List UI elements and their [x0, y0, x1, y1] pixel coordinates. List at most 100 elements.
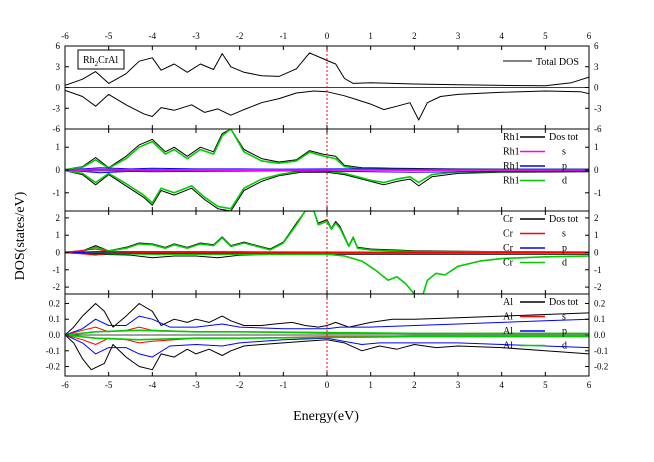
- series-line-d: [65, 129, 589, 171]
- y-tick-label-right: 0: [594, 248, 599, 258]
- x-tick-label-bottom: -4: [149, 380, 157, 390]
- legend-label: Total DOS: [536, 57, 579, 68]
- x-tick-label-top: -5: [105, 31, 113, 41]
- y-tick-label-left: 3: [56, 62, 61, 72]
- x-tick-label-bottom: 0: [325, 380, 330, 390]
- y-tick-label-right: -6: [594, 124, 602, 134]
- x-tick-label-bottom: -6: [61, 380, 69, 390]
- y-tick-label-right: -1: [594, 188, 602, 198]
- legend-label: p: [562, 243, 567, 254]
- y-tick-label-right: 1: [594, 142, 599, 152]
- y-axis-title: DOS(states/eV): [13, 191, 28, 280]
- legend-prefix: Rh1: [503, 176, 520, 187]
- x-tick-label-top: -6: [61, 31, 69, 41]
- series-line-p: [65, 315, 589, 336]
- series-line-p-down-: [65, 169, 589, 174]
- y-tick-label-right: 0.2: [594, 298, 605, 308]
- material-label-box: [77, 49, 125, 70]
- series-group: [65, 129, 589, 211]
- x-tick-label-bottom: -1: [280, 380, 288, 390]
- legend-label: d: [562, 258, 567, 269]
- legend-label: s: [562, 312, 566, 323]
- y-tick-label-left: 0: [56, 248, 61, 258]
- y-tick-label-left: -2: [53, 282, 61, 292]
- y-tick-label-left: 6: [56, 41, 61, 51]
- legend-label: Dos tot: [549, 132, 578, 143]
- y-tick-label-left: 1: [56, 142, 61, 152]
- y-tick-label-right: 0: [594, 83, 599, 93]
- x-tick-label-top: 1: [368, 31, 373, 41]
- legend-prefix: Al: [503, 326, 513, 337]
- x-tick-label-bottom: 6: [587, 380, 592, 390]
- x-tick-label-bottom: 1: [368, 380, 373, 390]
- y-tick-label-right: 3: [594, 62, 599, 72]
- series-line-dos-tot-down-: [65, 252, 589, 259]
- series-group: [65, 303, 589, 371]
- x-tick-label-bottom: -5: [105, 380, 113, 390]
- legend-label: p: [562, 161, 567, 172]
- series-group: [65, 52, 589, 121]
- series-line-s-down-: [65, 169, 589, 172]
- legend-prefix: Cr: [503, 258, 514, 269]
- panel-Cr: 2 2 1 1 0 0 -1 -1 -2 -2 Cr Dos tot Cr s Cr p Cr d: [53, 210, 602, 295]
- legend-label: Dos tot: [549, 214, 578, 225]
- x-tick-label-bottom: 5: [543, 380, 548, 390]
- y-tick-label-left: 0.1: [49, 314, 60, 324]
- legend-prefix: Al: [503, 297, 513, 308]
- series-line-total-dos-down-: [65, 89, 589, 121]
- y-tick-label-right: -2: [594, 282, 602, 292]
- x-tick-label-top: 0: [325, 31, 330, 41]
- x-tick-label-top: 2: [412, 31, 417, 41]
- x-tick-label-top: 5: [543, 31, 548, 41]
- legend-label: d: [562, 176, 567, 187]
- legend-prefix: Cr: [503, 214, 514, 225]
- series-line-d-down-: [65, 169, 589, 210]
- y-tick-label-right: 0.1: [594, 314, 605, 324]
- y-tick-label-right: 0: [594, 165, 599, 175]
- legend-prefix: Al: [503, 341, 513, 352]
- y-tick-label-left: 0: [56, 83, 61, 93]
- y-tick-label-left: 2: [56, 213, 61, 223]
- y-tick-label-right: -0.1: [594, 346, 608, 356]
- series-line-d-down-: [65, 252, 589, 294]
- y-tick-label-right: 0.0: [594, 330, 606, 340]
- material-label: Rh2CrAl: [83, 55, 118, 68]
- x-tick-label-bottom: 4: [499, 380, 504, 390]
- legend-prefix: Al: [503, 312, 513, 323]
- x-tick-label-top: 3: [456, 31, 461, 41]
- x-tick-label-bottom: -3: [192, 380, 200, 390]
- series-line-p: [65, 167, 589, 171]
- series-line-s: [65, 168, 589, 171]
- legend-prefix: Cr: [503, 243, 514, 254]
- y-tick-label-left: -3: [53, 103, 61, 113]
- legend-prefix: Rh1: [503, 161, 520, 172]
- y-tick-label-left: 0.2: [49, 298, 60, 308]
- legend-label: p: [562, 326, 567, 337]
- x-tick-label-bottom: 2: [412, 380, 417, 390]
- legend-prefix: Rh1: [503, 147, 520, 158]
- legend-prefix: Rh1: [503, 132, 520, 143]
- y-tick-label-right: -1: [594, 265, 602, 275]
- series-line-dos-tot-down-: [65, 334, 589, 371]
- y-tick-label-left: 1: [56, 230, 61, 240]
- y-tick-label-right: -0.2: [594, 362, 608, 372]
- x-tick-label-bottom: 3: [456, 380, 461, 390]
- panels-group: 6 6 3 3 0 0 -3 -3 -6 -6 Total DOS Rh2CrAl 1 1 0 0 -1 -1 Rh…: [46, 31, 609, 390]
- series-line-dos-tot: [65, 129, 589, 170]
- x-tick-label-top: -4: [149, 31, 157, 41]
- series-line-d-down-: [65, 334, 589, 341]
- y-tick-label-left: -6: [53, 124, 61, 134]
- x-tick-label-top: 6: [587, 31, 592, 41]
- legend-label: s: [562, 229, 566, 240]
- panel-total: 6 6 3 3 0 0 -3 -3 -6 -6 Total DOS Rh2CrAl: [53, 41, 602, 134]
- x-tick-label-top: -3: [192, 31, 200, 41]
- x-tick-label-bottom: -2: [236, 380, 244, 390]
- x-tick-label-top: 4: [499, 31, 504, 41]
- y-tick-label-left: -0.2: [46, 362, 60, 372]
- series-line-p-down-: [65, 334, 589, 358]
- y-tick-label-right: -3: [594, 103, 602, 113]
- y-tick-label-left: -1: [53, 265, 61, 275]
- legend-label: s: [562, 147, 566, 158]
- legend-label: Dos tot: [549, 297, 578, 308]
